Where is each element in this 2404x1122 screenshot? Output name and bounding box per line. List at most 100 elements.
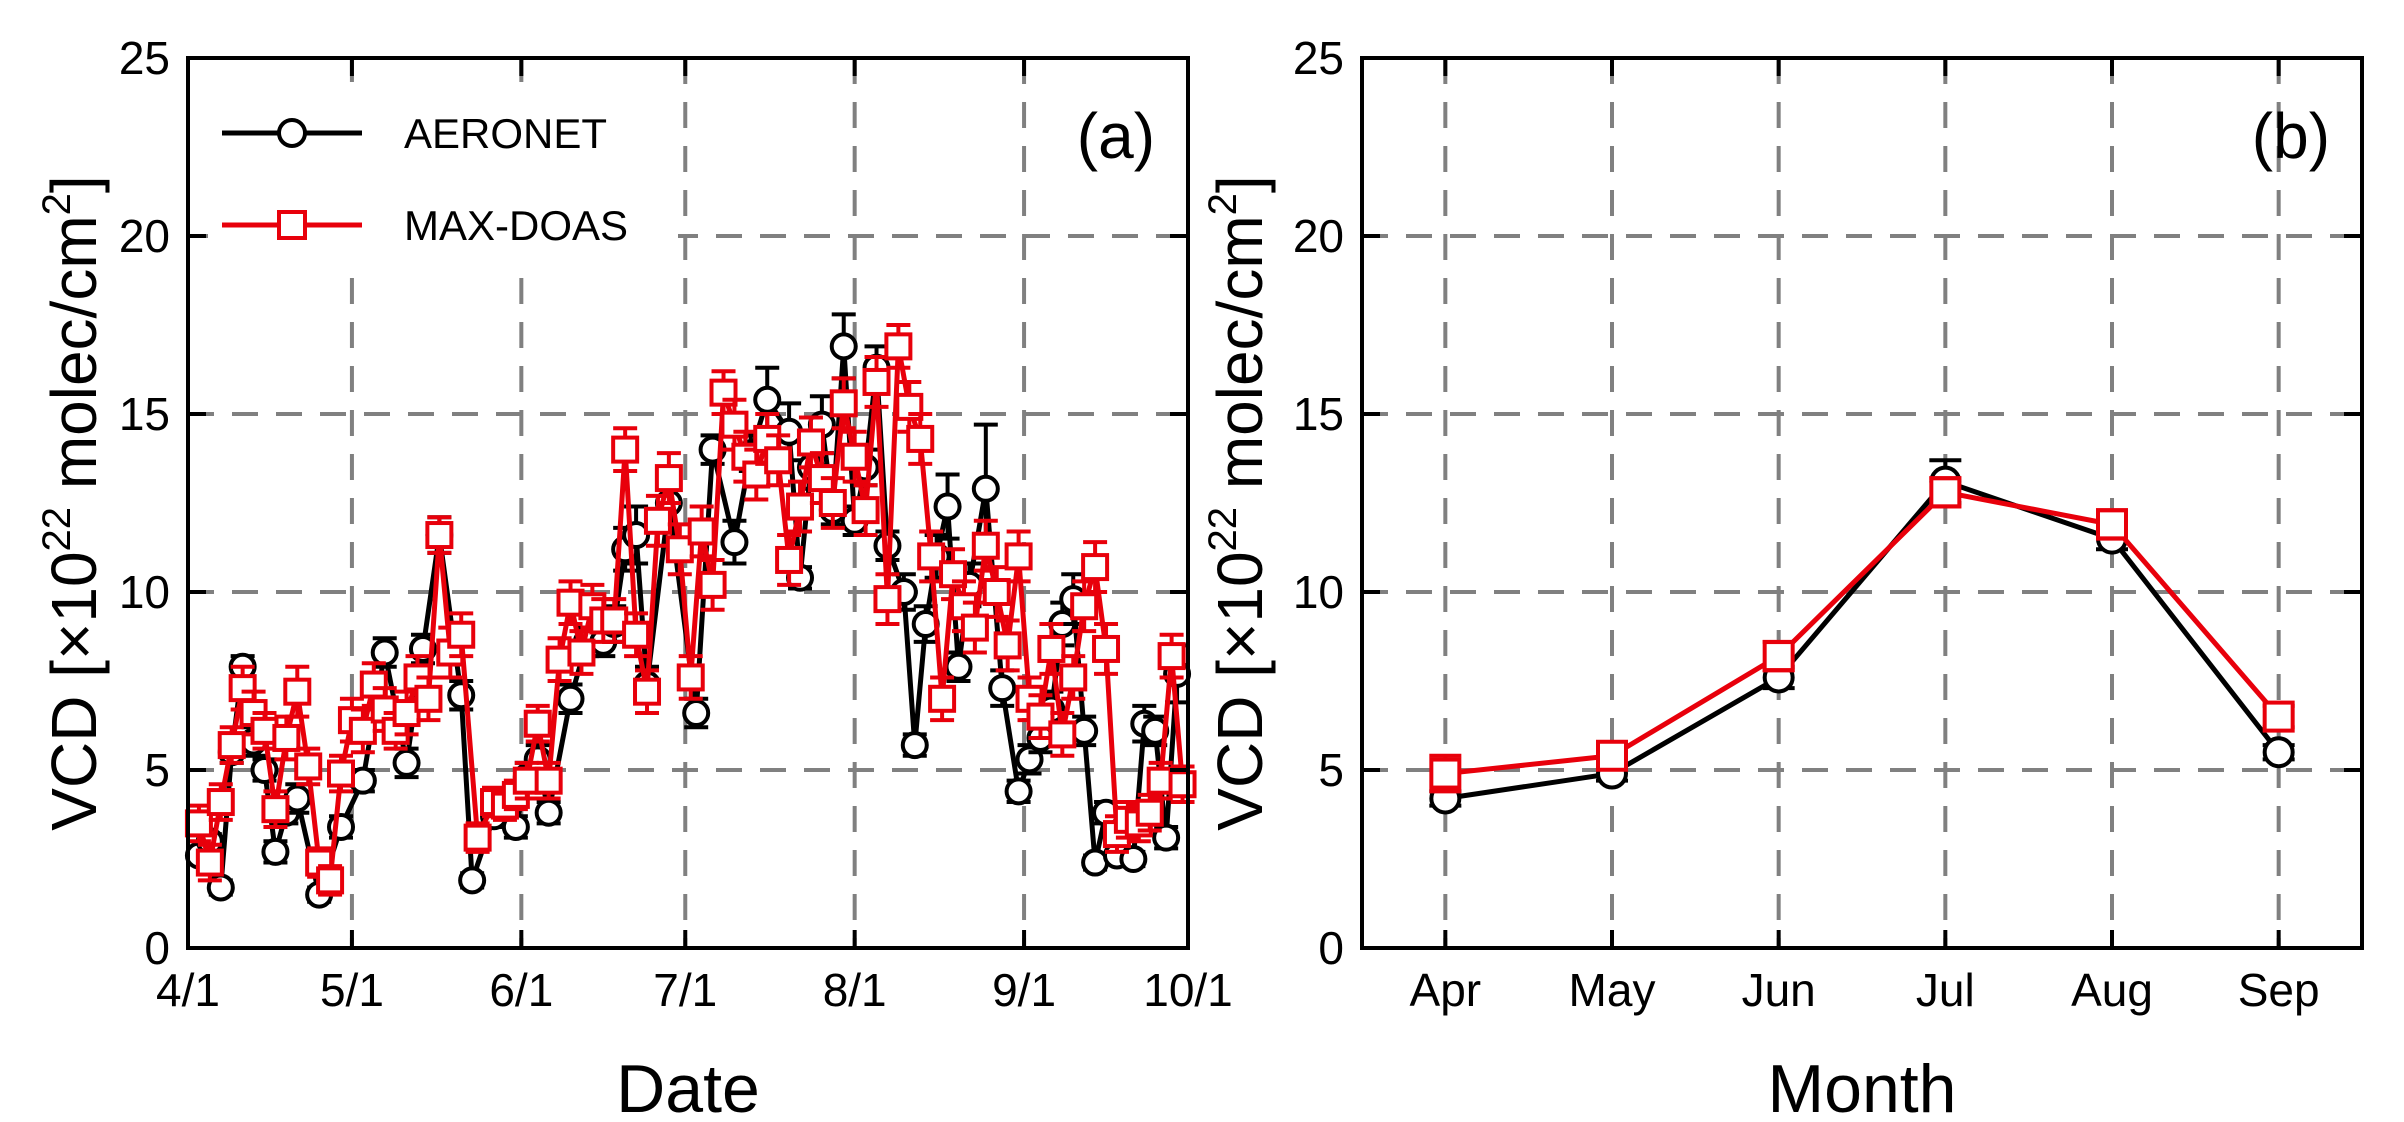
a-aeronet-point-34 xyxy=(720,528,749,557)
panel-a-legend: AERONET MAX-DOAS xyxy=(208,82,678,262)
legend-aeronet-label: AERONET xyxy=(404,110,607,157)
panel-a-ylabel-prefix: VCD [ xyxy=(38,660,110,831)
a-max-doas-point-73 xyxy=(993,631,1022,660)
a-max-doas-point-3 xyxy=(217,731,246,760)
a-max-doas-point-52 xyxy=(764,446,793,475)
panel-a-ticks xyxy=(186,56,1190,950)
panel-b-label: (b) xyxy=(2252,100,2330,172)
a-max-doas-point-55 xyxy=(796,428,825,457)
b-ytick-label-0: 0 xyxy=(1318,922,1344,974)
a-max-doas-point-62 xyxy=(873,585,902,614)
a-aeronet-point-24 xyxy=(556,684,585,713)
a-max-doas-point-12 xyxy=(316,866,345,895)
a-aeronet-point-14 xyxy=(392,748,421,777)
a-max-doas-point-4 xyxy=(228,674,257,703)
a-aeronet-point-51 xyxy=(933,492,962,521)
a-max-doas-point-59 xyxy=(840,442,869,471)
panel-b-ylabel-times: × xyxy=(1204,623,1276,660)
b-max-doas-point-4 xyxy=(2096,508,2128,541)
a-aeronet-point-32 xyxy=(682,699,711,728)
legend-entry-aeronet: AERONET xyxy=(222,110,607,157)
panel-a-ylabel-suffix: ] xyxy=(38,175,110,193)
a-ytick-label-4: 20 xyxy=(119,210,170,262)
a-max-doas-point-78 xyxy=(1048,720,1077,749)
a-max-doas-point-34 xyxy=(567,638,596,667)
b-max-doas-point-0 xyxy=(1429,757,1462,790)
a-max-doas-point-70 xyxy=(960,613,989,642)
a-max-doas-point-80 xyxy=(1070,592,1099,621)
a-max-doas-point-41 xyxy=(643,506,672,535)
a-max-doas-point-30 xyxy=(523,709,552,738)
a-aeronet-point-56 xyxy=(1004,777,1033,806)
a-max-doas-point-63 xyxy=(884,332,913,361)
a-aeronet-point-23 xyxy=(534,798,563,827)
a-aeronet-point-48 xyxy=(900,731,929,760)
a-xtick-label-6: 10/1 xyxy=(1143,964,1233,1016)
a-max-doas-point-67 xyxy=(928,684,957,713)
panel-b-plot-frame xyxy=(1360,56,2364,950)
a-xtick-label-5: 9/1 xyxy=(992,964,1056,1016)
b-ytick-label-5: 25 xyxy=(1293,32,1344,84)
a-max-doas-point-71 xyxy=(971,531,1000,560)
b-xtick-label-3: Jul xyxy=(1916,964,1975,1016)
b-xtick-label-1: May xyxy=(1569,964,1656,1016)
panel-b-chart: 0 5 10 15 20 25 Apr May Jun Jul Aug Sep Month VCD … xyxy=(1201,32,2364,1122)
a-xtick-label-0: 4/1 xyxy=(156,964,220,1016)
a-xtick-label-4: 8/1 xyxy=(823,964,887,1016)
panel-a-label: (a) xyxy=(1077,100,1155,172)
panel-b-series xyxy=(1429,458,2295,815)
a-max-doas-point-10 xyxy=(294,752,323,781)
a-max-doas-point-22 xyxy=(425,521,454,550)
b-ytick-label-1: 5 xyxy=(1318,744,1344,796)
b-series-max-doas xyxy=(1429,476,2295,794)
a-aeronet-point-55 xyxy=(988,674,1017,703)
a-max-doas-point-74 xyxy=(1004,542,1033,571)
a-xtick-label-3: 7/1 xyxy=(653,964,717,1016)
a-aeronet-point-13 xyxy=(370,638,399,667)
panel-b-ylabel-unit-exp: 2 xyxy=(1201,193,1245,215)
panel-a-ylabel-times: × xyxy=(38,623,110,660)
panel-a-y-axis-title: VCD [×1022 molec/cm2] xyxy=(35,175,110,830)
a-max-doas-point-60 xyxy=(851,496,880,525)
a-max-doas-point-38 xyxy=(611,435,640,464)
b-xtick-label-5: Sep xyxy=(2238,964,2320,1016)
b-max-doas-point-5 xyxy=(2262,700,2295,733)
a-ytick-label-1: 5 xyxy=(144,744,170,796)
a-max-doas-point-7 xyxy=(261,795,290,824)
panel-a-y-tick-labels: 0 5 10 15 20 25 xyxy=(119,32,170,974)
panel-a-ylabel-exp: 22 xyxy=(35,507,79,552)
b-ytick-label-4: 20 xyxy=(1293,210,1344,262)
b-xtick-label-4: Aug xyxy=(2071,964,2153,1016)
a-max-doas-point-2 xyxy=(206,788,235,817)
a-max-doas-point-24 xyxy=(447,620,476,649)
a-max-doas-point-72 xyxy=(982,578,1011,606)
panel-b-ylabel-exp: 22 xyxy=(1201,507,1245,552)
a-max-doas-point-42 xyxy=(654,464,683,493)
panel-a-ylabel-base: 10 xyxy=(38,551,110,622)
a-max-doas-point-39 xyxy=(622,620,651,649)
a-max-doas-point-77 xyxy=(1037,634,1066,663)
panel-b-grid xyxy=(1362,58,2362,948)
a-max-doas-point-54 xyxy=(786,492,815,521)
a-max-doas-point-86 xyxy=(1135,798,1164,827)
a-aeronet-point-7 xyxy=(261,837,290,866)
b-aeronet-line xyxy=(1444,479,2281,801)
legend-max-doas-marker xyxy=(277,210,307,240)
a-aeronet-point-36 xyxy=(753,385,782,414)
a-xtick-label-2: 6/1 xyxy=(489,964,553,1016)
a-max-doas-point-21 xyxy=(414,684,443,713)
a-ytick-label-0: 0 xyxy=(144,922,170,974)
a-max-doas-point-89 xyxy=(1168,770,1197,799)
a-ytick-label-3: 15 xyxy=(119,388,170,440)
panel-a-chart: 0 5 10 15 20 25 4/1 5/1 6/1 7/1 8/1 9/1 10/1 Date V… xyxy=(35,32,1233,1122)
b-aeronet-point-5 xyxy=(2262,736,2295,769)
panel-a-ylabel-unit-exp: 2 xyxy=(35,193,79,215)
a-max-doas-point-88 xyxy=(1157,642,1186,671)
a-max-doas-point-8 xyxy=(272,723,301,752)
a-max-doas-point-44 xyxy=(676,663,705,692)
a-max-doas-point-66 xyxy=(917,542,946,571)
panel-b-ticks xyxy=(1362,56,2362,950)
panel-b-ylabel-base: 10 xyxy=(1204,551,1276,622)
b-ytick-label-3: 15 xyxy=(1293,388,1344,440)
a-max-doas-point-25 xyxy=(463,823,492,852)
